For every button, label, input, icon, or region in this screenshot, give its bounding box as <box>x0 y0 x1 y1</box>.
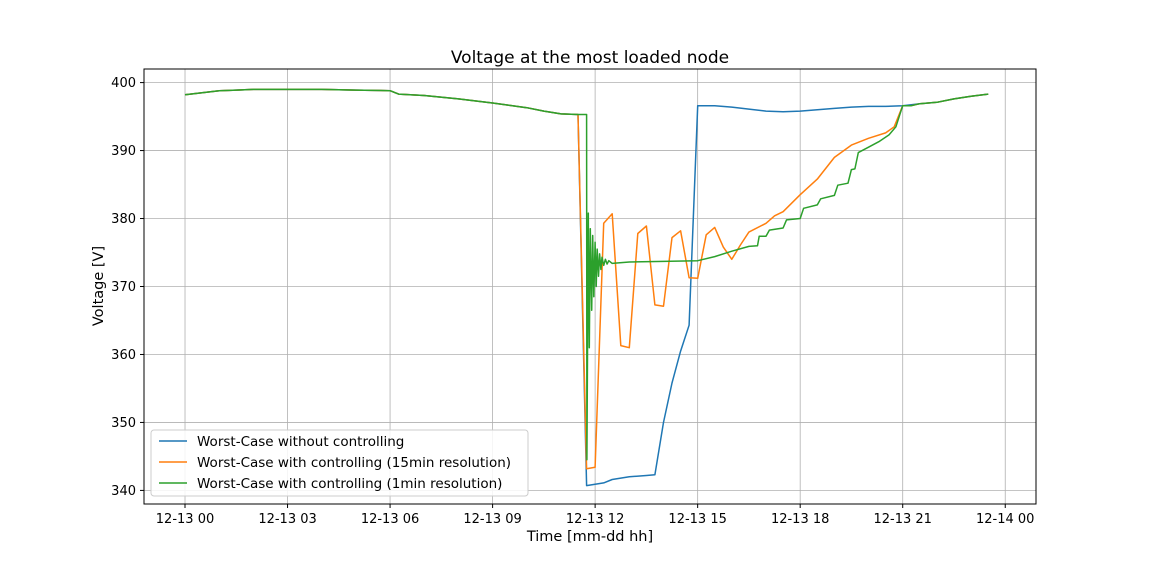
axis-ticks: 12-13 00 12-13 03 12-13 06 12-13 09 12-13 12… <box>111 76 1034 527</box>
x-tick-label: 12-13 15 <box>668 512 726 527</box>
chart-title: Voltage at the most loaded node <box>451 48 729 68</box>
x-axis-label: Time [mm-dd hh] <box>526 529 653 545</box>
y-tick-label: 400 <box>111 76 136 91</box>
y-tick-label: 340 <box>111 484 136 499</box>
y-tick-label: 370 <box>111 280 136 295</box>
x-tick-label: 12-13 09 <box>463 512 521 527</box>
x-tick-label: 12-13 00 <box>156 512 214 527</box>
x-tick-label: 12-13 18 <box>771 512 829 527</box>
x-tick-label: 12-13 12 <box>566 512 624 527</box>
legend-entry: Worst-Case with controlling (1min resolu… <box>197 476 502 492</box>
y-axis-label: Voltage [V] <box>91 246 107 326</box>
y-tick-label: 390 <box>111 144 136 159</box>
y-tick-label: 360 <box>111 348 136 363</box>
series-line-2 <box>184 88 989 461</box>
legend-entry: Worst-Case without controlling <box>197 434 404 450</box>
x-tick-label: 12-13 06 <box>361 512 419 527</box>
y-tick-label: 350 <box>111 416 136 431</box>
y-tick-label: 380 <box>111 212 136 227</box>
x-tick-label: 12-13 21 <box>873 512 931 527</box>
x-tick-label: 12-14 00 <box>976 512 1034 527</box>
series-lines <box>184 88 989 487</box>
legend: Worst-Case without controlling Worst-Case… <box>150 429 529 497</box>
x-tick-label: 12-13 03 <box>258 512 316 527</box>
legend-box <box>150 429 529 497</box>
legend-entry: Worst-Case with controlling (15min resol… <box>197 455 511 471</box>
